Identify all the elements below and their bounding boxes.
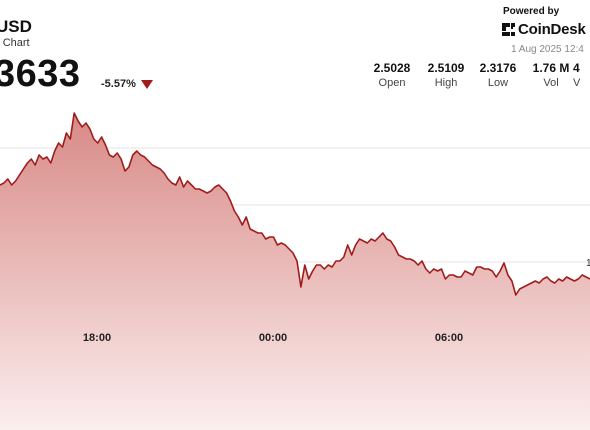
stat-open: 2.5028 Open xyxy=(364,61,420,89)
x-axis-ticks: 18:00 00:00 06:00 xyxy=(83,332,463,344)
price-change: -5.57% xyxy=(101,78,136,90)
stat-label: V xyxy=(573,77,581,89)
stat-value: 2.5028 xyxy=(373,61,411,75)
stat-partial: 4 V xyxy=(573,61,590,89)
coindesk-logo-icon xyxy=(502,23,515,36)
current-price: 3633 xyxy=(0,53,81,95)
price-area xyxy=(0,112,590,430)
x-tick-label: 06:00 xyxy=(435,332,463,344)
y-axis-ticks: 1 xyxy=(586,258,590,269)
price-line xyxy=(0,112,590,296)
stat-low: 2.3176 Low xyxy=(470,61,526,89)
down-arrow-icon xyxy=(141,80,153,89)
stat-label: Vol xyxy=(543,77,559,89)
powered-by-label: Powered by xyxy=(503,6,560,17)
coindesk-brand-text: CoinDesk xyxy=(518,21,586,38)
stat-value: 4 xyxy=(573,61,580,75)
price-area-fill xyxy=(0,113,590,430)
stat-label: High xyxy=(434,77,458,89)
stat-vol: 1.76 M Vol xyxy=(523,61,579,89)
pair-title: USD xyxy=(0,17,32,36)
coindesk-logo[interactable]: CoinDesk xyxy=(502,21,586,38)
y-tick-label: 1 xyxy=(586,258,590,269)
stat-value: 2.5109 xyxy=(427,61,465,75)
x-tick-label: 18:00 xyxy=(83,332,111,344)
stat-value: 1.76 M xyxy=(532,61,570,75)
stat-value: 2.3176 xyxy=(479,61,517,75)
stat-label: Low xyxy=(487,77,509,89)
stat-label: Open xyxy=(378,77,406,89)
x-tick-label: 00:00 xyxy=(259,332,287,344)
stat-high: 2.5109 High xyxy=(418,61,474,89)
timestamp: 1 Aug 2025 12:4 xyxy=(511,44,584,55)
chart-subtitle: r Chart xyxy=(0,37,30,49)
